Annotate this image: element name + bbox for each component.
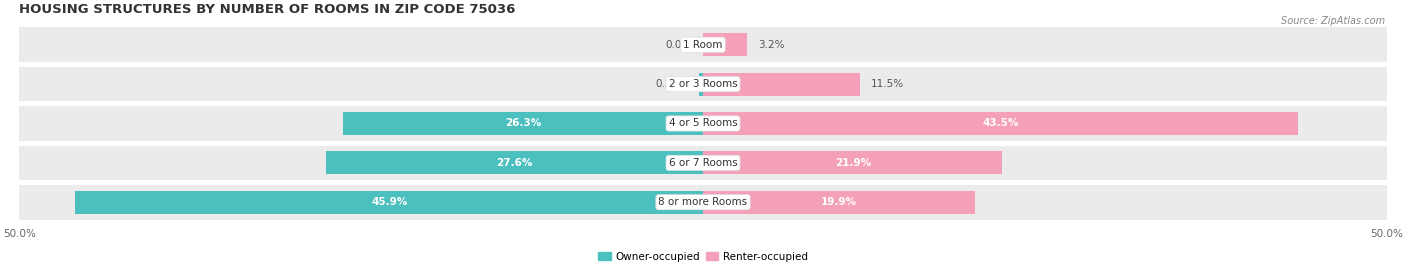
Text: 21.9%: 21.9% — [835, 158, 870, 168]
Text: 26.3%: 26.3% — [505, 118, 541, 129]
Text: 1 Room: 1 Room — [683, 40, 723, 50]
Text: 0.26%: 0.26% — [655, 79, 689, 89]
Legend: Owner-occupied, Renter-occupied: Owner-occupied, Renter-occupied — [595, 247, 811, 266]
Bar — [20, 106, 1386, 141]
Text: 45.9%: 45.9% — [371, 197, 408, 207]
Bar — [703, 112, 1298, 135]
Bar — [76, 191, 703, 214]
Bar — [20, 185, 1386, 220]
Bar — [699, 73, 703, 95]
Bar — [703, 33, 747, 56]
Text: HOUSING STRUCTURES BY NUMBER OF ROOMS IN ZIP CODE 75036: HOUSING STRUCTURES BY NUMBER OF ROOMS IN… — [20, 3, 516, 16]
Text: 6 or 7 Rooms: 6 or 7 Rooms — [669, 158, 737, 168]
Text: 0.0%: 0.0% — [666, 40, 692, 50]
Text: 8 or more Rooms: 8 or more Rooms — [658, 197, 748, 207]
Bar — [20, 146, 1386, 180]
Bar — [20, 67, 1386, 101]
Text: 3.2%: 3.2% — [758, 40, 785, 50]
Text: Source: ZipAtlas.com: Source: ZipAtlas.com — [1281, 16, 1385, 26]
Bar — [703, 73, 860, 95]
Text: 4 or 5 Rooms: 4 or 5 Rooms — [669, 118, 737, 129]
Text: 11.5%: 11.5% — [872, 79, 904, 89]
Bar — [20, 27, 1386, 62]
Bar — [703, 191, 976, 214]
Text: 2 or 3 Rooms: 2 or 3 Rooms — [669, 79, 737, 89]
Text: 27.6%: 27.6% — [496, 158, 533, 168]
Text: 43.5%: 43.5% — [983, 118, 1018, 129]
Bar — [703, 151, 1002, 174]
Text: 19.9%: 19.9% — [821, 197, 858, 207]
Bar — [326, 151, 703, 174]
Bar — [343, 112, 703, 135]
